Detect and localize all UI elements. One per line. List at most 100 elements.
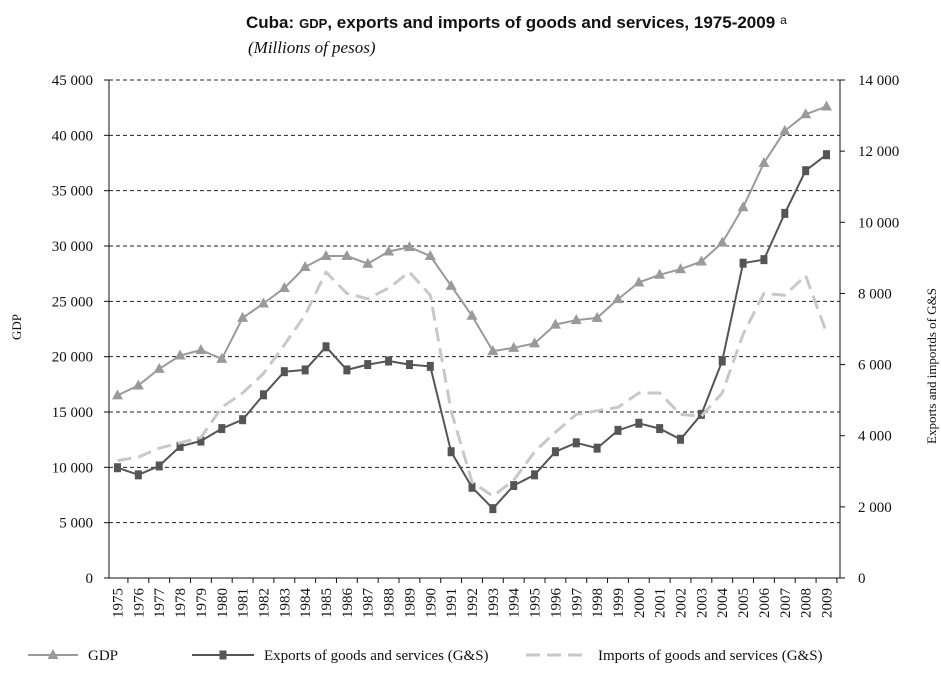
- exports-point: [197, 436, 205, 446]
- x-tick-label: 2000: [632, 588, 648, 618]
- x-tick-label: 1992: [465, 588, 481, 618]
- gdp-point: [466, 309, 478, 320]
- x-tick-label: 2008: [799, 588, 815, 618]
- y-left-tick-label: 15 000: [52, 405, 93, 421]
- x-tick-label: 1994: [507, 588, 523, 619]
- exports-point: [259, 390, 267, 400]
- x-tick-label: 1979: [194, 588, 210, 618]
- series-line: [117, 105, 827, 397]
- chart-subtitle: (Millions of pesos): [248, 38, 376, 57]
- exports-point: [635, 418, 643, 428]
- y-left-tick-label: 30 000: [52, 239, 93, 255]
- exports-point: [426, 361, 434, 371]
- exports-point: [176, 441, 184, 451]
- y-right-tick-label: 12 000: [858, 144, 899, 160]
- x-tick-label: 2001: [653, 588, 669, 618]
- exports-point: [531, 470, 539, 480]
- y-left-tick-label: 25 000: [52, 294, 93, 310]
- exports-point: [385, 356, 393, 366]
- legend-label: Imports of goods and services (G&S): [598, 648, 823, 664]
- x-tick-label: 1977: [152, 588, 168, 619]
- exports-point: [572, 438, 580, 448]
- exports-point: [301, 365, 309, 375]
- y-left-tick-label: 45 000: [52, 73, 93, 89]
- chart-title-prefix: Cuba:: [246, 13, 294, 32]
- gdp-point: [216, 352, 228, 363]
- x-tick-label: 2002: [674, 588, 690, 618]
- y-left-tick-label: 10 000: [52, 460, 93, 476]
- x-tick-label: 1976: [131, 588, 147, 619]
- exports-point: [218, 424, 226, 434]
- exports-point: [510, 481, 518, 491]
- exports-point: [739, 258, 747, 268]
- x-tick-label: 2009: [820, 588, 836, 618]
- exports-point: [823, 150, 830, 160]
- x-tick-label: 1983: [277, 588, 293, 618]
- x-tick-label: 2006: [757, 588, 773, 619]
- exports-point: [239, 415, 247, 425]
- legend-label: GDP: [88, 648, 118, 664]
- gdp-point: [153, 362, 165, 373]
- gdp-point: [299, 261, 311, 272]
- x-tick-label: 1996: [548, 588, 564, 619]
- x-tick-label: 1986: [340, 588, 356, 619]
- gdp-point: [445, 279, 457, 290]
- y-left-tick-label: 5 000: [59, 516, 93, 532]
- gdp-point: [549, 318, 561, 329]
- gdp-point: [341, 249, 353, 260]
- y-left-tick-label: 0: [86, 571, 94, 587]
- y-right-tick-label: 2 000: [858, 500, 892, 516]
- gdp-point: [487, 345, 499, 356]
- exports-point: [614, 425, 622, 435]
- y-right-tick-label: 14 000: [858, 73, 899, 89]
- exports-point: [677, 434, 685, 444]
- y-right-tick-label: 4 000: [858, 429, 892, 445]
- gdp-point: [529, 337, 541, 348]
- gdp-point: [278, 282, 290, 293]
- y-axis-right-title: Exports and importds of G&S: [924, 288, 939, 444]
- chart-title-abbreviation: GDP: [299, 16, 328, 31]
- x-tick-label: 1988: [382, 588, 398, 618]
- exports-point: [781, 208, 789, 218]
- exports-point: [489, 504, 497, 514]
- chart-title: Cuba: GDP, exports and imports of goods a…: [246, 13, 787, 32]
- x-tick-label: 1978: [173, 588, 189, 618]
- legend-label: Exports of goods and services (G&S): [264, 648, 489, 664]
- gdp-point: [383, 245, 395, 256]
- x-tick-label: 1975: [111, 588, 127, 618]
- x-tick-label: 1987: [361, 588, 377, 619]
- gdp-point: [195, 344, 207, 355]
- x-tick-label: 1991: [444, 588, 460, 618]
- x-tick-label: 1981: [236, 588, 252, 618]
- exports-point: [155, 461, 163, 471]
- exports-point: [322, 342, 330, 352]
- x-tick-label: 1985: [319, 588, 335, 618]
- gdp-point: [758, 157, 770, 167]
- legend-square-icon: [219, 650, 227, 660]
- gdp-point: [675, 263, 687, 274]
- x-tick-label: 1984: [298, 588, 314, 619]
- exports-point: [593, 443, 601, 453]
- x-tick-label: 1995: [528, 588, 544, 618]
- exports-point: [114, 463, 121, 473]
- gdp-point: [612, 293, 624, 304]
- gdp-point: [800, 108, 812, 119]
- chart-title-superscript: a: [780, 13, 787, 27]
- gdp-point: [424, 249, 436, 260]
- x-tick-label: 2005: [736, 588, 752, 618]
- x-tick-label: 1993: [486, 588, 502, 618]
- gdp-point: [403, 241, 415, 252]
- x-tick-label: 1982: [256, 588, 272, 618]
- gdp-point: [737, 201, 749, 212]
- y-axis-left-title: GDP: [9, 314, 24, 340]
- x-tick-label: 1998: [590, 588, 606, 618]
- gdp-point: [257, 297, 269, 308]
- exports-point: [656, 424, 664, 434]
- gdp-point: [654, 268, 666, 279]
- exports-point: [447, 447, 455, 457]
- y-right-tick-label: 8 000: [858, 286, 892, 302]
- chart-title-rest: , exports and imports of goods and servi…: [327, 13, 775, 32]
- x-tick-label: 1989: [402, 588, 418, 618]
- gdp-point: [508, 341, 520, 352]
